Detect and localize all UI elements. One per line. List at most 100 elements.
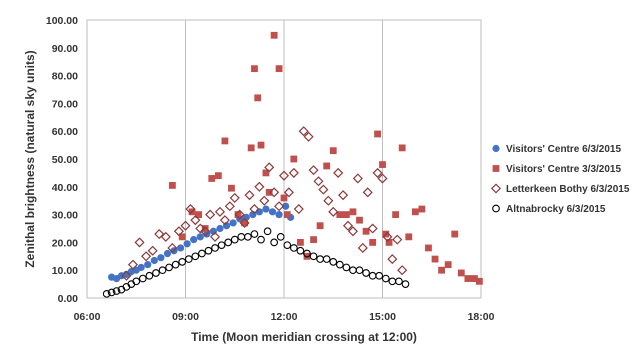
data-point [323,195,334,206]
data-point [167,242,178,254]
data-point [269,187,280,198]
data-point [471,275,478,282]
data-point [216,224,224,233]
data-point [425,244,432,252]
data-point [184,255,193,263]
data-point [309,252,318,261]
data-point [451,230,459,238]
x-tick-label: 18:00 [468,311,495,323]
data-point [239,217,250,228]
data-point [372,167,383,178]
data-point [338,190,349,201]
data-point [157,254,165,262]
y-tick-label: 90.00 [52,43,78,55]
data-point [444,261,452,269]
data-point [316,222,324,230]
data-point [171,260,180,269]
data-point [280,194,288,202]
data-point [141,251,152,262]
x-tick-label: 06:00 [74,311,101,323]
data-point [387,254,398,265]
data-point [178,233,186,241]
data-point [145,271,154,280]
data-point [257,235,265,244]
data-point [318,184,329,195]
data-point [210,231,221,242]
data-point [204,246,213,255]
data-point [262,205,270,213]
data-point [342,263,351,272]
data-point [134,237,145,248]
data-point [283,241,292,250]
data-point [276,232,285,241]
data-point [195,211,203,218]
data-point [224,238,233,247]
data-point [438,266,445,274]
data-point [150,256,158,265]
data-point [214,206,226,217]
data-point [308,165,319,176]
data-point [190,236,198,244]
data-point [362,187,373,198]
data-point [191,252,200,261]
data-point [296,246,305,255]
data-point [347,226,358,237]
y-axis-ticks: 0.00 10.00 20.00 30.00 40.00 50.00 60.00 70.00 8… [46,15,78,305]
legend-marker [492,165,500,172]
data-point [229,219,237,227]
data-point [355,266,364,275]
data-point [385,239,393,246]
data-point [250,230,259,238]
data-point [173,226,184,237]
data-point [392,211,400,218]
data-point [397,265,408,276]
data-point [255,208,263,216]
data-point [398,144,406,152]
data-point [217,241,226,250]
legend-label: Visitors' Centre 3/3/2015 [506,164,621,175]
data-point [224,201,235,212]
x-tick-label: 12:00 [271,311,298,323]
data-point [381,274,390,283]
data-point [290,244,298,252]
data-point [362,269,370,277]
data-point [263,227,272,236]
data-point [249,203,260,215]
data-point [303,131,314,142]
data-point [328,206,339,217]
data-point [352,173,363,184]
data-point [163,249,172,258]
data-point [234,211,242,218]
data-point [247,144,255,152]
data-point [158,266,167,275]
data-point [185,203,196,215]
data-point [205,209,216,220]
data-point [144,261,152,269]
data-point [208,175,216,182]
data-point [322,255,331,263]
legend-marker [490,183,502,194]
data-point [230,235,239,244]
data-point [154,229,165,240]
data-point [278,170,290,181]
data-point [464,275,472,282]
data-point [333,167,344,178]
x-tick-label: 09:00 [172,311,199,323]
data-point [356,216,363,224]
data-point [137,263,145,272]
legend-label: Letterkeen Bothy 6/3/2015 [506,184,630,195]
data-point [297,239,304,246]
data-point [254,94,262,102]
data-point [298,126,309,137]
data-point [377,173,388,184]
series-3 [121,126,408,281]
data-point [234,209,245,220]
data-point [176,244,185,252]
data-point [310,236,317,244]
data-point [457,269,465,277]
data-point [262,169,270,177]
data-point [102,289,111,298]
legend-label: Altnabrocky 6/3/2015 [506,204,606,215]
data-point [268,208,277,216]
